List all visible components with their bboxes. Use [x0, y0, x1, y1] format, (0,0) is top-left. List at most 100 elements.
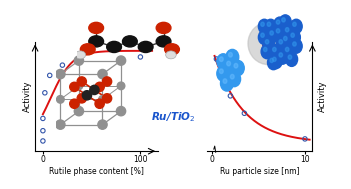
Circle shape	[95, 82, 104, 91]
Circle shape	[282, 18, 285, 22]
Circle shape	[293, 42, 296, 46]
Circle shape	[293, 22, 296, 26]
X-axis label: Ru particle size [nm]: Ru particle size [nm]	[220, 167, 299, 176]
Circle shape	[56, 120, 65, 129]
Ellipse shape	[248, 22, 289, 65]
Circle shape	[276, 29, 280, 33]
Circle shape	[284, 36, 287, 41]
Circle shape	[117, 107, 126, 116]
Circle shape	[57, 96, 64, 103]
Circle shape	[102, 94, 112, 103]
Text: H$_2$: H$_2$	[260, 36, 277, 51]
Circle shape	[290, 19, 302, 33]
Circle shape	[265, 19, 277, 33]
Circle shape	[258, 30, 270, 44]
Circle shape	[283, 25, 295, 39]
Point	[40, 117, 46, 120]
Circle shape	[290, 39, 302, 53]
Circle shape	[98, 120, 107, 129]
Circle shape	[156, 22, 171, 33]
Point	[40, 129, 46, 132]
Circle shape	[263, 37, 275, 51]
Circle shape	[226, 49, 239, 65]
Circle shape	[80, 44, 95, 55]
Circle shape	[77, 94, 86, 103]
Circle shape	[228, 71, 240, 87]
X-axis label: Rutile phase content [%]: Rutile phase content [%]	[49, 167, 144, 176]
Circle shape	[89, 22, 104, 33]
Circle shape	[217, 54, 230, 69]
Circle shape	[220, 76, 233, 91]
Circle shape	[270, 44, 282, 59]
Circle shape	[102, 77, 112, 86]
Circle shape	[270, 54, 282, 69]
Text: Ru/TiO$_2$: Ru/TiO$_2$	[152, 110, 196, 124]
Circle shape	[276, 20, 280, 24]
Point	[138, 55, 143, 58]
Circle shape	[270, 31, 273, 35]
Circle shape	[117, 82, 125, 90]
Circle shape	[285, 47, 289, 52]
Point	[227, 94, 233, 97]
Circle shape	[264, 47, 267, 52]
Circle shape	[138, 41, 153, 53]
Point	[214, 57, 219, 60]
Circle shape	[270, 58, 273, 63]
Circle shape	[261, 22, 264, 26]
Circle shape	[285, 28, 289, 32]
Y-axis label: Activity: Activity	[318, 81, 327, 112]
Circle shape	[234, 64, 238, 68]
Circle shape	[279, 15, 291, 29]
Circle shape	[258, 19, 270, 33]
Circle shape	[277, 50, 289, 64]
Point	[241, 112, 247, 115]
Circle shape	[274, 26, 286, 40]
Circle shape	[274, 17, 286, 31]
Circle shape	[56, 69, 65, 79]
Circle shape	[289, 30, 300, 44]
Circle shape	[277, 37, 289, 51]
Point	[302, 137, 308, 140]
Circle shape	[75, 82, 83, 90]
Circle shape	[82, 91, 92, 100]
Circle shape	[166, 51, 176, 59]
Circle shape	[70, 99, 79, 108]
Circle shape	[217, 66, 230, 81]
Circle shape	[265, 40, 269, 44]
Circle shape	[288, 55, 292, 59]
Circle shape	[261, 33, 264, 37]
Circle shape	[273, 47, 276, 52]
Point	[47, 74, 53, 77]
Circle shape	[227, 61, 231, 66]
Circle shape	[229, 53, 232, 57]
Circle shape	[291, 33, 294, 37]
Circle shape	[89, 36, 104, 47]
Circle shape	[74, 56, 84, 65]
Circle shape	[279, 53, 283, 57]
Circle shape	[107, 41, 121, 53]
Circle shape	[122, 36, 137, 47]
Circle shape	[156, 36, 171, 47]
Circle shape	[223, 79, 227, 83]
Circle shape	[273, 57, 276, 61]
Circle shape	[77, 77, 86, 86]
Circle shape	[261, 44, 273, 59]
Circle shape	[70, 82, 79, 91]
Circle shape	[279, 40, 283, 44]
Circle shape	[98, 69, 107, 79]
Point	[42, 91, 48, 94]
Circle shape	[224, 58, 237, 74]
Circle shape	[90, 85, 99, 94]
Circle shape	[95, 99, 104, 108]
Circle shape	[219, 57, 223, 61]
Circle shape	[75, 51, 86, 59]
Point	[40, 139, 46, 143]
Circle shape	[283, 44, 295, 59]
Y-axis label: Activity: Activity	[23, 81, 32, 112]
Circle shape	[117, 56, 126, 65]
Circle shape	[165, 44, 179, 55]
Circle shape	[74, 107, 84, 116]
Circle shape	[281, 33, 293, 48]
Circle shape	[99, 96, 106, 103]
Circle shape	[267, 28, 279, 42]
